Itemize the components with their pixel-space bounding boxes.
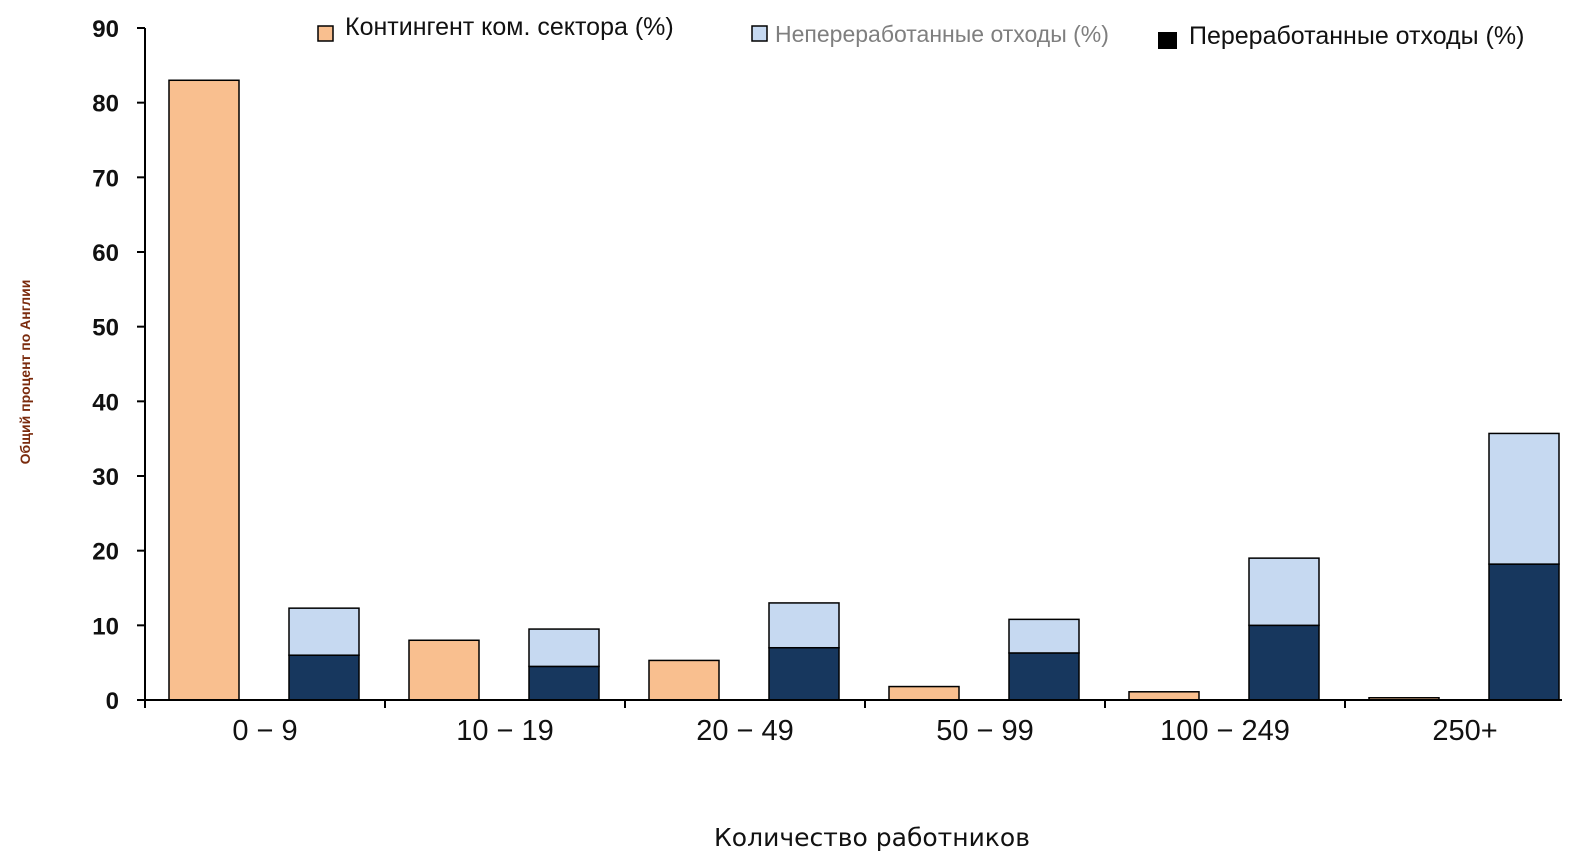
bar-contingent — [888, 685, 960, 701]
x-tick-label: 50 − 99 — [936, 715, 1034, 747]
y-tick-label: 80 — [92, 91, 119, 118]
x-tick-label: 20 − 49 — [696, 715, 794, 747]
y-tick-label: 90 — [92, 16, 119, 43]
legend-item-contingent: Контингент ком. сектора (%) — [317, 13, 674, 42]
x-tick-label: 10 − 19 — [456, 715, 554, 747]
bar-contingent — [168, 79, 240, 701]
bar-unrecycled — [768, 602, 840, 649]
legend-label-unrecycled: Непереработанные отходы (%) — [775, 21, 1109, 47]
legend-swatch-recycled — [1158, 32, 1177, 49]
y-tick-label: 50 — [92, 315, 119, 342]
bar-recycled — [1248, 624, 1320, 701]
x-tick-label: 250+ — [1432, 715, 1497, 747]
bar-contingent — [648, 659, 720, 701]
legend-swatch-contingent — [317, 25, 334, 42]
legend-swatch-unrecycled — [751, 25, 768, 42]
legend-label-recycled: Переработанные отходы (%) — [1189, 22, 1524, 50]
y-tick-label: 70 — [92, 165, 119, 192]
bar-unrecycled — [1248, 557, 1320, 627]
bar-recycled — [1008, 652, 1080, 701]
bar-contingent — [1128, 691, 1200, 701]
bar-recycled — [768, 646, 840, 701]
bar-unrecycled — [1488, 432, 1560, 565]
legend-item-unrecycled: Непереработанные отходы (%) — [751, 21, 1109, 47]
legend-item-recycled: Переработанные отходы (%) — [1158, 22, 1524, 50]
y-tick-label: 0 — [106, 688, 119, 715]
x-axis-label: Количество работников — [714, 823, 1030, 852]
bar-unrecycled — [288, 607, 360, 656]
x-tick-label: 100 − 249 — [1160, 715, 1290, 747]
legend-label-contingent: Контингент ком. сектора (%) — [345, 13, 674, 41]
bar-unrecycled — [528, 628, 600, 668]
y-tick-label: 30 — [92, 464, 119, 491]
y-axis-label: Общий процент по Англии — [17, 280, 33, 465]
bar-contingent — [408, 639, 480, 701]
plot-area — [168, 79, 1560, 701]
y-tick-label: 10 — [92, 613, 119, 640]
y-tick-label: 40 — [92, 389, 119, 416]
x-axis: 0 − 9 10 − 19 20 − 49 50 − 99 100 − 249 250+ — [144, 699, 1562, 747]
legend: Контингент ком. сектора (%) Непереработа… — [317, 13, 1524, 50]
bar-recycled — [288, 654, 360, 701]
x-tick-label: 0 − 9 — [232, 715, 297, 747]
bar-recycled — [1488, 563, 1560, 701]
bar-recycled — [528, 665, 600, 701]
y-tick-label: 20 — [92, 539, 119, 566]
y-axis: 0 10 20 30 40 50 60 70 80 90 — [92, 16, 146, 715]
bar-unrecycled — [1008, 618, 1080, 654]
y-tick-label: 60 — [92, 240, 119, 267]
